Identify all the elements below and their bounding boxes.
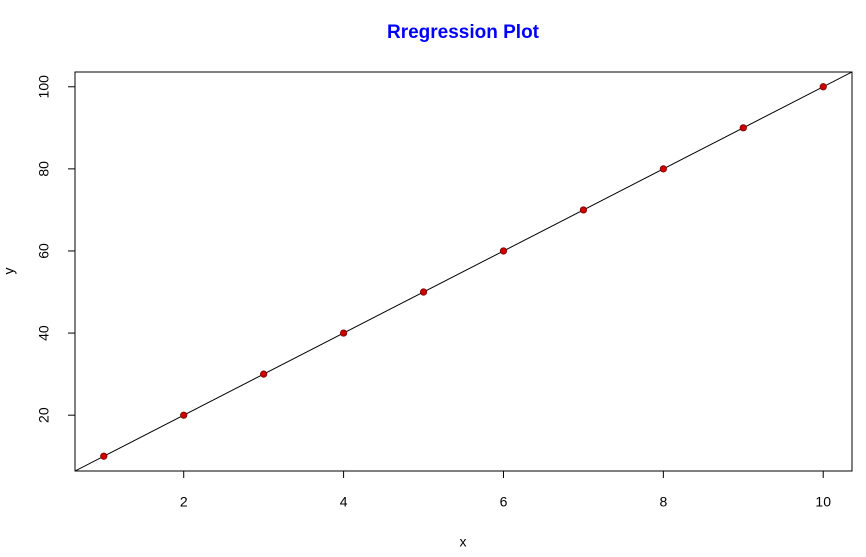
plot-frame xyxy=(74,71,853,472)
data-point xyxy=(659,165,667,173)
data-point xyxy=(739,124,747,132)
x-axis-label: x xyxy=(460,534,467,550)
data-point xyxy=(819,83,827,91)
y-axis-label: y xyxy=(1,268,17,275)
data-point xyxy=(499,247,508,255)
data-point xyxy=(419,288,428,296)
y-tick-label: 80 xyxy=(36,161,52,177)
data-point xyxy=(579,206,588,214)
x-tick-label: 8 xyxy=(659,494,667,510)
x-tick-label: 2 xyxy=(180,494,188,510)
y-tick-label: 100 xyxy=(36,75,52,99)
x-tick-label: 4 xyxy=(340,494,348,510)
regression-line xyxy=(75,72,852,471)
y-tick-label: 40 xyxy=(36,325,52,341)
y-tick-label: 20 xyxy=(36,407,52,423)
data-point xyxy=(180,411,188,419)
data-point xyxy=(339,329,348,337)
data-point xyxy=(260,370,268,378)
x-tick-label: 10 xyxy=(815,494,831,510)
chart-title: Rregression Plot xyxy=(387,22,540,43)
y-tick-label: 60 xyxy=(36,243,52,259)
data-point xyxy=(100,452,108,460)
x-tick-label: 6 xyxy=(500,494,508,510)
